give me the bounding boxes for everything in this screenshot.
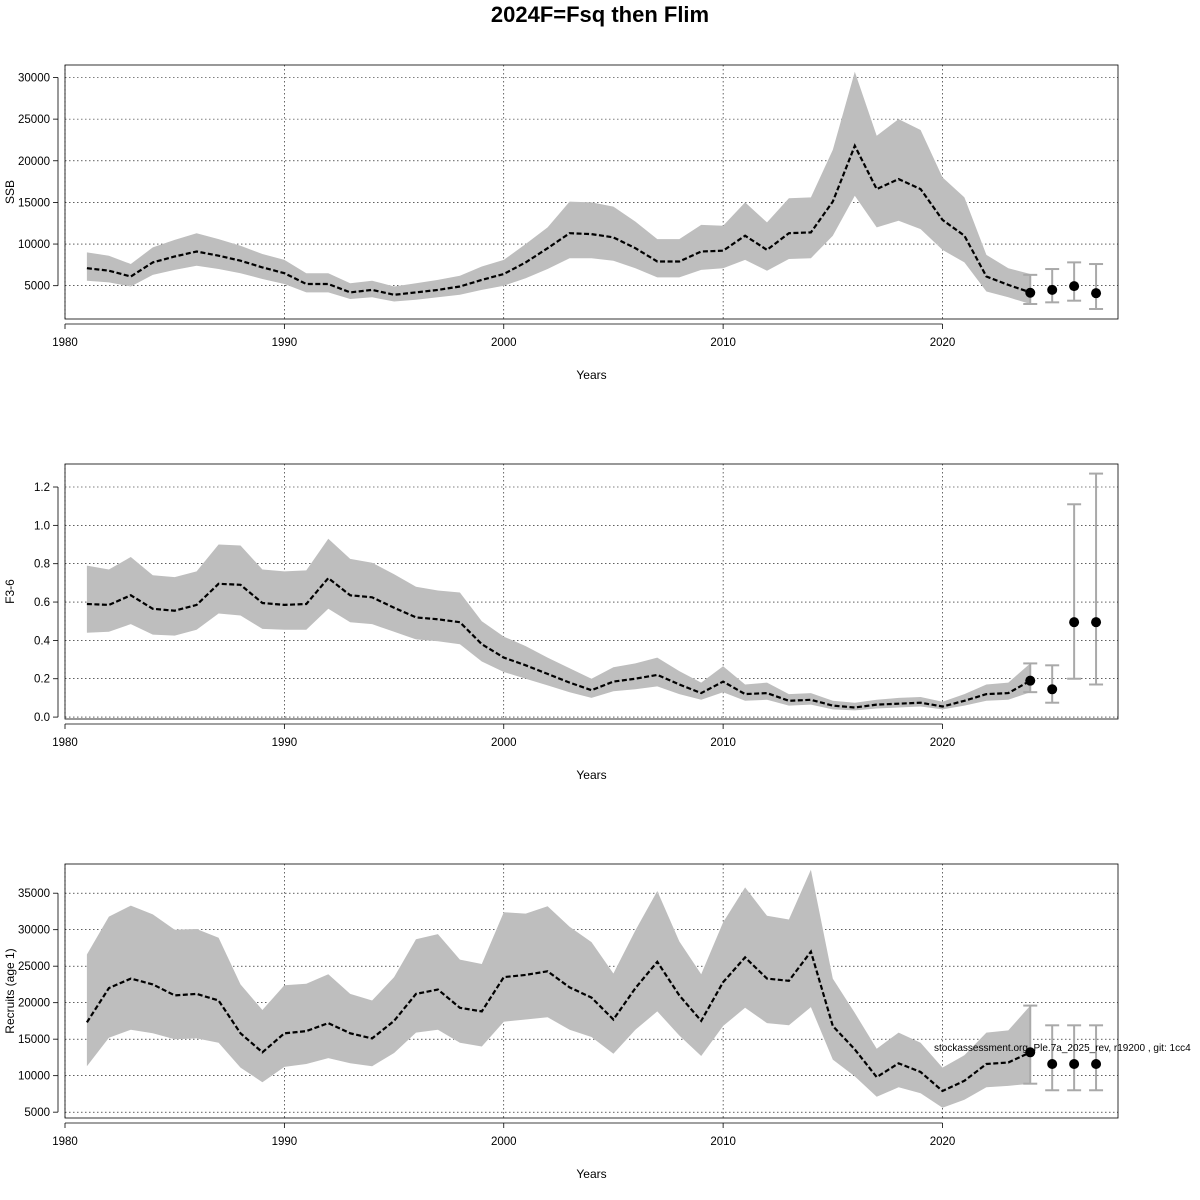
y-tick-label: 0.4 [34, 635, 51, 647]
y-tick-label: 25000 [18, 114, 50, 126]
y-tick-label: 0.0 [34, 712, 50, 724]
x-axis-label: Years [576, 768, 606, 782]
forecast-point [1091, 1058, 1102, 1069]
y-tick-label: 20000 [18, 156, 50, 168]
y-tick-label: 5000 [24, 1107, 50, 1119]
forecast-point [1091, 288, 1102, 299]
y-tick-label: 20000 [18, 998, 50, 1010]
confidence-band [86, 538, 1031, 711]
plot-frame [64, 463, 1119, 720]
forecast-point [1047, 284, 1058, 295]
x-axis-label: Years [576, 368, 606, 382]
y-tick-label: 1.2 [34, 482, 50, 494]
x-tick-label: 1980 [52, 337, 78, 349]
y-tick-label: 10000 [18, 239, 50, 251]
y-tick-label: 1.0 [34, 520, 50, 532]
estimate-line [86, 576, 1031, 709]
x-tick-label: 1990 [272, 337, 298, 349]
confidence-band [86, 71, 1031, 304]
x-tick-label: 2010 [710, 337, 736, 349]
y-axis-label: SSB [3, 180, 17, 204]
x-tick-label: 2000 [491, 337, 517, 349]
forecast-point [1069, 281, 1080, 292]
y-axis-label: Recruits (age 1) [3, 948, 17, 1033]
x-tick-label: 2000 [491, 1136, 517, 1148]
confidence-band [86, 869, 1031, 1108]
y-tick-label: 0.6 [34, 597, 50, 609]
forecast-point [1025, 1047, 1036, 1058]
y-tick-label: 5000 [24, 281, 50, 293]
y-tick-label: 10000 [18, 1071, 50, 1083]
footnote-text: stockassessment.org, Ple.7a_2025_rev, r1… [934, 1043, 1191, 1054]
y-tick-label: 30000 [18, 925, 50, 937]
forecast-point [1025, 287, 1036, 298]
forecast-point [1091, 617, 1102, 628]
x-axis-label: Years [576, 1167, 606, 1181]
x-tick-label: 2020 [930, 1136, 956, 1148]
x-tick-label: 2020 [930, 737, 956, 749]
plot-frame [64, 863, 1119, 1119]
ssb-panel: 1980 1990 2000 2010 2020 Years 5000 10000 15000 2… [3, 64, 1119, 382]
x-tick-label: 1990 [272, 1136, 298, 1148]
x-tick-label: 1980 [52, 1136, 78, 1148]
x-tick-label: 2000 [491, 737, 517, 749]
forecast-point [1069, 617, 1080, 628]
plot-frame [64, 64, 1119, 320]
y-tick-label: 30000 [18, 72, 50, 84]
x-tick-label: 2020 [930, 337, 956, 349]
y-tick-label: 0.2 [34, 674, 50, 686]
estimate-line [85, 949, 1031, 1093]
y-tick-label: 25000 [18, 961, 50, 973]
y-tick-label: 35000 [18, 888, 50, 900]
x-tick-label: 2010 [710, 737, 736, 749]
y-tick-label: 0.8 [34, 559, 50, 571]
y-tick-label: 15000 [18, 197, 50, 209]
y-tick-label: 15000 [18, 1034, 50, 1046]
forecast-point [1047, 684, 1058, 695]
forecast-point [1025, 675, 1036, 686]
estimate-line [86, 143, 1031, 296]
x-tick-label: 2010 [710, 1136, 736, 1148]
forecast-point [1047, 1058, 1058, 1069]
recruitment-panel: 1980 1990 2000 2010 2020 Years 5000 10000 15000 2… [3, 863, 1119, 1181]
chart-title: 2024F=Fsq then Flim [490, 2, 710, 27]
x-tick-label: 1990 [272, 737, 298, 749]
x-tick-label: 1980 [52, 737, 78, 749]
forecast-point [1069, 1058, 1080, 1069]
fishing-mortality-panel: 1980 1990 2000 2010 2020 Years 0.0 0.2 0.4 0.6 0.8… [3, 463, 1119, 782]
y-axis-label: F3-6 [3, 579, 17, 604]
